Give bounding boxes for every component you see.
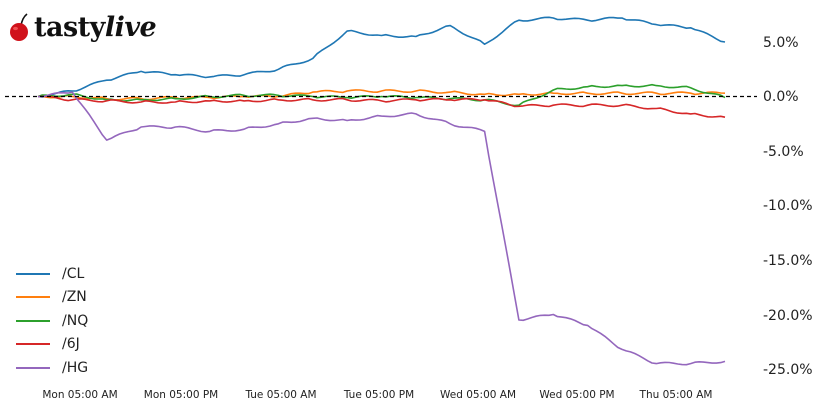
legend-item-hg: /HG bbox=[16, 356, 88, 380]
x-tick: Mon 05:00 AM bbox=[42, 389, 118, 401]
legend-swatch bbox=[16, 343, 50, 346]
series-line-6j bbox=[37, 95, 726, 118]
legend-swatch bbox=[16, 319, 50, 322]
x-tick: Tue 05:00 PM bbox=[343, 389, 415, 401]
y-tick: -15.0% bbox=[763, 253, 813, 269]
cherry-icon bbox=[10, 13, 28, 41]
x-tick: Tue 05:00 AM bbox=[245, 389, 317, 401]
y-tick: -20.0% bbox=[763, 308, 813, 324]
y-tick: -5.0% bbox=[763, 144, 804, 160]
legend-item-nq: /NQ bbox=[16, 309, 88, 333]
legend-label: /6J bbox=[62, 336, 80, 353]
legend-label: /ZN bbox=[62, 289, 87, 306]
legend-item-6j: /6J bbox=[16, 333, 88, 357]
series-line-cl bbox=[37, 16, 726, 98]
legend-label: /NQ bbox=[62, 312, 89, 329]
x-tick: Wed 05:00 AM bbox=[439, 389, 517, 401]
y-tick: 5.0% bbox=[763, 35, 799, 51]
legend-swatch bbox=[16, 366, 50, 369]
x-tick: Wed 05:00 PM bbox=[539, 389, 615, 401]
logo-text: tastylive bbox=[34, 11, 157, 43]
legend-item-cl: /CL bbox=[16, 262, 88, 286]
y-tick: 0.0% bbox=[763, 89, 799, 105]
series-line-zn bbox=[37, 89, 726, 101]
y-tick: -25.0% bbox=[763, 362, 813, 378]
series-line-nq bbox=[37, 83, 726, 107]
series-lines bbox=[37, 16, 726, 366]
legend-label: /CL bbox=[62, 265, 85, 282]
x-tick: Mon 05:00 PM bbox=[143, 389, 219, 401]
legend-swatch bbox=[16, 296, 50, 299]
legend-item-zn: /ZN bbox=[16, 286, 88, 310]
legend-label: /HG bbox=[62, 359, 89, 376]
legend-swatch bbox=[16, 272, 50, 275]
x-tick: Thu 05:00 AM bbox=[639, 389, 713, 401]
series-line-hg bbox=[37, 91, 726, 366]
chart-legend: /CL /ZN /NQ /6J /HG bbox=[16, 262, 88, 380]
tastylive-logo: tastylive bbox=[8, 11, 157, 43]
y-tick: -10.0% bbox=[763, 198, 813, 214]
